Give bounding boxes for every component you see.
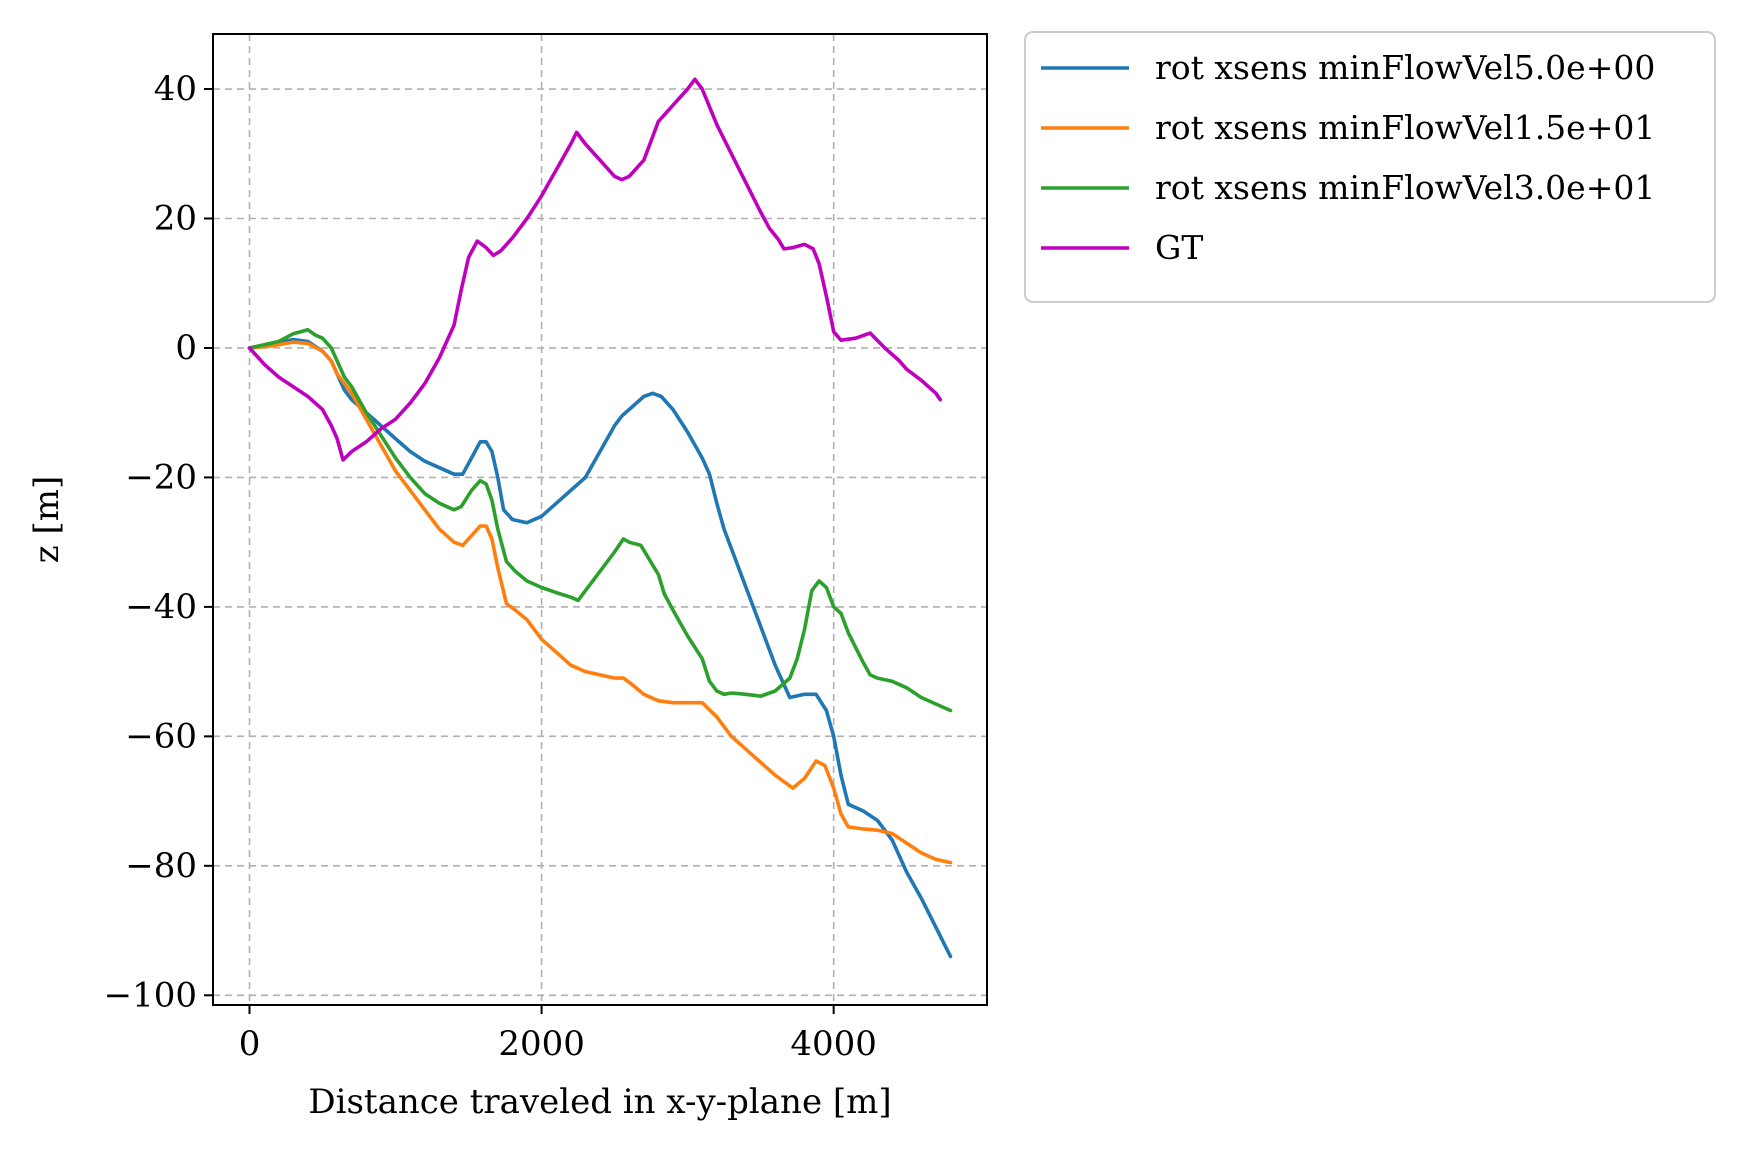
x-tick-label: 0 — [239, 1024, 261, 1064]
axis-ticks: 0 2000 4000 40 20 0 −20 −40 −60 −80 −100 — [104, 69, 877, 1064]
legend-entries: rot xsens minFlowVel5.0e+00 rot xsens min… — [1041, 48, 1655, 267]
y-tick-label: 0 — [175, 328, 197, 368]
legend-label: GT — [1155, 228, 1203, 267]
series-lines — [247, 77, 953, 959]
legend-label: rot xsens minFlowVel1.5e+01 — [1155, 108, 1655, 147]
series-line-3 — [247, 328, 953, 713]
legend-label: rot xsens minFlowVel3.0e+01 — [1155, 168, 1655, 207]
y-tick-label: −100 — [104, 975, 197, 1015]
y-axis-label: z [m] — [27, 476, 67, 564]
y-tick-label: −60 — [125, 716, 197, 756]
series-line-1 — [247, 337, 953, 959]
legend-box — [1024, 31, 1716, 303]
x-tick-label: 4000 — [790, 1024, 877, 1064]
grid — [213, 34, 987, 1005]
legend-label: rot xsens minFlowVel5.0e+00 — [1155, 48, 1655, 87]
plot-frame — [212, 33, 988, 1006]
series-line-2 — [247, 340, 953, 865]
y-tick-label: 20 — [154, 198, 197, 238]
y-tick-label: 40 — [154, 69, 197, 109]
y-tick-label: −40 — [125, 587, 197, 627]
x-axis-label: Distance traveled in x-y-plane [m] — [308, 1082, 891, 1122]
y-tick-label: −80 — [125, 846, 197, 886]
series-line-4 — [247, 77, 943, 462]
x-tick-label: 2000 — [498, 1024, 585, 1064]
legend: rot xsens minFlowVel5.0e+00 rot xsens min… — [1024, 31, 1716, 303]
y-tick-label: −20 — [125, 457, 197, 497]
